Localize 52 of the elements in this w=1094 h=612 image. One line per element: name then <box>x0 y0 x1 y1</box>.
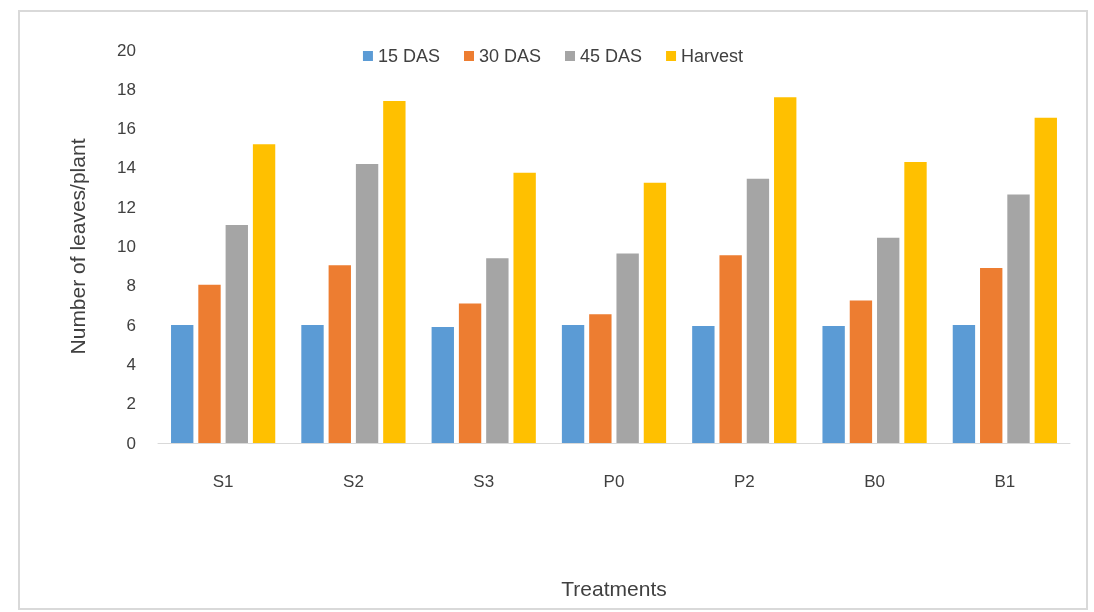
bar <box>431 327 454 443</box>
bar <box>980 268 1003 443</box>
bar <box>692 326 715 443</box>
bar <box>383 101 406 443</box>
y-tick-label: 16 <box>117 119 136 139</box>
y-tick-label: 2 <box>126 394 136 414</box>
y-tick-label: 20 <box>117 40 136 60</box>
x-axis-title: Treatments <box>561 577 667 600</box>
bar <box>458 303 482 443</box>
legend-label: 45 DAS <box>580 46 643 66</box>
legend-label: 30 DAS <box>478 46 542 66</box>
bar <box>561 325 585 443</box>
bar <box>589 314 612 443</box>
bar <box>822 326 845 443</box>
bar <box>252 144 276 443</box>
y-axis-title: Number of leaves/plant <box>66 138 89 355</box>
x-tick-label: S3 <box>473 472 495 491</box>
bar <box>643 182 667 443</box>
bar <box>171 325 194 443</box>
x-tick-label: B1 <box>994 472 1016 491</box>
bar <box>225 224 248 443</box>
x-tick-label: P0 <box>603 472 625 491</box>
bar <box>877 237 900 443</box>
bar <box>355 163 379 443</box>
bar <box>198 284 221 443</box>
legend-label: 15 DAS <box>377 46 440 66</box>
bar <box>1034 117 1057 443</box>
y-tick-label: 18 <box>117 79 136 99</box>
x-tick-label: S1 <box>212 472 234 491</box>
bar <box>513 172 536 443</box>
bar <box>1007 194 1030 443</box>
bar <box>746 178 770 443</box>
y-tick-label: 8 <box>126 276 136 296</box>
y-tick-label: 10 <box>117 237 136 256</box>
bar <box>904 162 927 443</box>
y-tick-label: 14 <box>117 158 136 178</box>
bar <box>774 97 797 443</box>
bar <box>328 265 351 443</box>
x-tick-label: S2 <box>343 472 364 491</box>
bar <box>301 325 324 443</box>
x-tick-label: P2 <box>733 472 755 491</box>
y-tick-label: 6 <box>126 315 136 335</box>
y-tick-label: 4 <box>126 354 136 374</box>
bar <box>616 253 639 443</box>
bar <box>719 255 742 443</box>
x-tick-label: B0 <box>864 472 885 491</box>
legend-label: Harvest <box>681 46 744 66</box>
bar <box>952 325 976 443</box>
y-tick-label: 12 <box>117 197 136 217</box>
bar <box>849 300 873 443</box>
y-tick-label: 0 <box>126 433 136 453</box>
bar <box>486 258 509 443</box>
